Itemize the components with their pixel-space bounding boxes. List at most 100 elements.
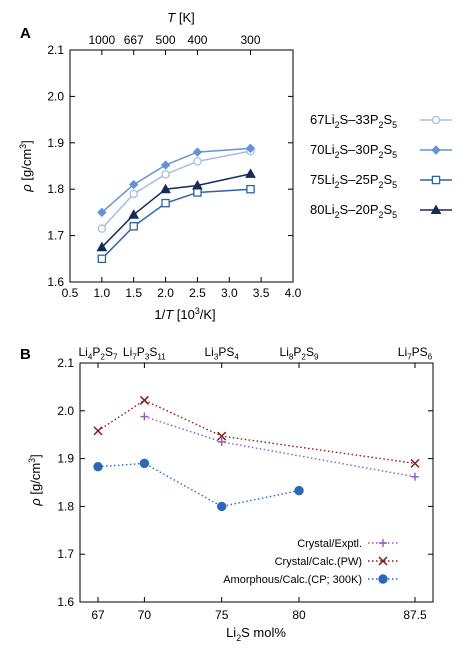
y-tick-label-a: 2.0 [47,89,64,103]
x-axis-label-b-part: Li [226,625,236,640]
compound-label-b-part: P [137,345,145,359]
compound-label-b-part: 7 [132,353,137,362]
y-axis-label-b-part: 3 [27,458,37,463]
legend-label-a: 80Li2S–20P2S5 [310,202,397,220]
x-tick-label-a: 3.0 [221,286,238,300]
data-point-a [193,157,202,166]
y-tick-label-b: 1.8 [57,499,74,513]
top-tick-label-a: 667 [124,33,144,47]
y-tick-label-b: 1.6 [57,595,74,609]
y-tick-label-a: 1.6 [47,275,64,289]
y-tick-label-b: 2.1 [57,356,74,370]
compound-label-b-part: S [306,345,314,359]
data-point-a [97,224,107,233]
series-line-a [101,147,251,213]
data-point-a [129,222,138,231]
compound-label-b: Li8P2S9 [280,345,319,362]
legend-label-a-part: 5 [392,150,397,160]
panel-label-b: B [20,346,31,363]
compound-label-b-part: PS [412,345,428,359]
data-point-b [217,431,227,441]
compound-label-b-part: Li [78,345,87,359]
legend-label-a-part: 2 [379,120,384,130]
compound-label-b: Li4P2S7 [78,345,117,362]
data-point-b [217,501,227,512]
data-point-a [129,189,138,199]
series-line-b [97,462,300,508]
series-line-b [97,399,416,465]
x-axis-label-b-part: S mol% [241,625,286,640]
y-tick-label-b: 2.0 [57,404,74,418]
y-tick-label-a: 1.8 [47,182,64,196]
data-point-a [128,209,140,219]
data-point-a [245,168,256,178]
x-axis-label-b-part: 2 [236,633,241,643]
y-axis-label-b-part: ρ [28,498,43,507]
legend-label-a-part: 70Li [310,142,335,157]
compound-label-b-part: 8 [289,353,294,362]
legend-marker-a [431,145,441,155]
legend-label-a-part: 2 [335,210,340,220]
y-axis-label-a-part: ] [19,140,34,144]
legend-label-a-part: S [383,202,392,217]
chart-a: A 0.5 1.0 1.5 2.0 2.5 3.0 3.5 4.0 1.6 1.7 1.8 1.9 2.0… [18,10,452,322]
legend-label-a-part: S [383,112,392,127]
data-point-a [161,170,170,179]
x-tick-label-b: 75 [215,608,229,622]
y-axis-label-a-part: [g/cm [19,149,34,184]
data-point-b [410,458,420,468]
y-axis-label-b-part: [g/cm [28,463,43,498]
x-axis-label-a-part: /K] [200,307,216,322]
y-axis-label-a-part: 3 [18,144,28,149]
data-point-b [139,395,149,405]
compound-label-b-part: 2 [301,353,306,362]
x-axis-label-a-part: [10 [173,307,195,322]
data-point-b [93,426,103,436]
legend-label-a-part: S [383,142,392,157]
legend-marker-a [430,204,442,214]
x-tick-label-a: 2.0 [157,286,174,300]
data-point-a [245,143,256,154]
legend-label-a-part: S–25P [340,172,379,187]
legend-marker-b [378,556,388,566]
compound-label-b-part: 2 [100,353,105,362]
x-tick-label-b: 87.5 [403,608,427,622]
top-tick-label-a: 500 [156,33,176,47]
legend-label-a-part: S–20P [340,202,379,217]
compound-label-b-part: 3 [145,353,150,362]
y-axis-label-b-part: ] [28,454,43,458]
x-tick-label-b: 67 [91,608,105,622]
x-axis-label-a-part: T [165,307,174,322]
compound-label-b-part: 7 [407,353,412,362]
compound-label-b-part: S [105,345,113,359]
compound-label-b: Li7PS6 [398,345,433,362]
x-tick-label-a: 4.0 [285,286,302,300]
x-tick-label-a: 3.5 [253,286,270,300]
legend-label-a-part: 80Li [310,202,335,217]
legend-label-b: Crystal/Calc.(PW) [275,556,362,568]
legend-marker-b [378,574,388,584]
compound-label-b-part: 3 [214,353,219,362]
data-point-a [192,179,203,190]
legend-label-a: 70Li2S–30P2S5 [310,142,397,160]
data-point-a [97,207,107,218]
legend-label-a-part: 2 [379,150,384,160]
plot-frame-b [79,362,434,603]
legend-marker-b [379,539,387,547]
legend-marker-a [431,115,441,125]
legend-label-b: Crystal/Exptl. [297,538,362,550]
data-point-a [97,254,107,264]
compound-label-b-part: 4 [88,353,93,362]
y-tick-label-a: 2.1 [47,43,64,57]
compound-label-b-part: 11 [157,353,166,362]
legend-label-a: 75Li2S–25P2S5 [310,172,397,190]
compound-label-b-part: Li [280,345,289,359]
compound-label-b-part: P [293,345,301,359]
data-point-a [246,184,255,194]
data-point-a [129,179,139,190]
x-tick-label-b: 70 [138,608,152,622]
x-axis-label-a-part: 3 [195,306,200,316]
legend-label-a-part: 2 [335,120,340,130]
